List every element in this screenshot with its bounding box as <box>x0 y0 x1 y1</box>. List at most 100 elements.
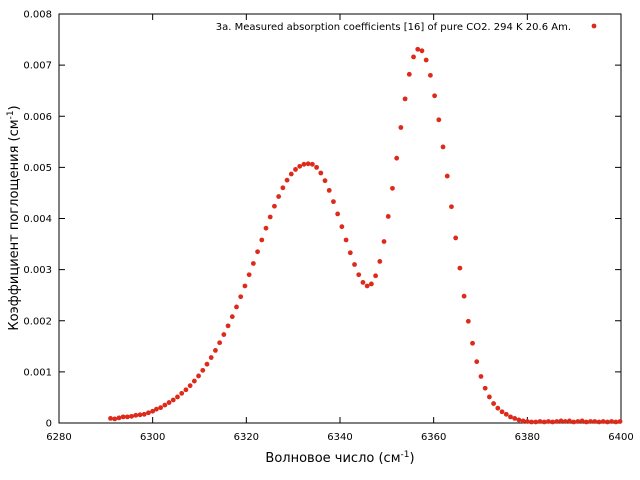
y-tick-label: 0.005 <box>23 163 52 174</box>
data-point <box>158 405 164 411</box>
data-point <box>187 383 193 389</box>
data-point <box>267 214 273 220</box>
data-point <box>364 283 370 289</box>
data-point <box>449 204 454 210</box>
data-point <box>373 273 378 279</box>
data-point <box>487 394 492 400</box>
x-tick-label: 6400 <box>608 432 633 443</box>
data-point <box>162 402 168 408</box>
y-axis-ticks: 0 0.001 0.002 0.003 0.004 0.005 0.006 0.007 0.00… <box>23 10 621 430</box>
data-point <box>170 397 176 403</box>
data-point <box>571 419 577 425</box>
data-point <box>280 185 286 191</box>
data-point <box>137 412 143 418</box>
data-point <box>272 203 277 209</box>
x-tick-label: 6380 <box>515 432 540 443</box>
data-point <box>596 419 602 425</box>
legend: 3a. Measured absorption coefficients [16… <box>216 22 597 33</box>
data-point <box>520 418 526 424</box>
data-point <box>150 408 156 414</box>
data-point <box>221 332 227 337</box>
data-point <box>259 237 265 243</box>
data-point <box>427 72 433 78</box>
y-tick-label: 0.006 <box>23 112 52 123</box>
data-point <box>166 400 172 405</box>
data-point <box>263 225 269 231</box>
data-point <box>398 125 404 130</box>
data-point <box>491 401 497 406</box>
data-point <box>444 173 450 179</box>
data-point <box>567 418 572 424</box>
data-point <box>385 214 391 219</box>
data-point <box>503 411 509 417</box>
legend-label: 3a. Measured absorption coefficients [16… <box>216 22 571 33</box>
data-point <box>381 239 387 244</box>
data-point <box>360 280 366 285</box>
data-point <box>331 199 336 205</box>
data-point <box>129 413 134 419</box>
data-point <box>613 419 619 425</box>
data-point <box>343 237 349 243</box>
data-point <box>196 373 201 379</box>
data-point <box>474 359 480 365</box>
data-point <box>406 71 412 77</box>
data-point <box>318 170 324 176</box>
data-point <box>293 167 298 172</box>
data-point <box>339 224 345 230</box>
data-point <box>423 57 429 63</box>
y-tick-label: 0.004 <box>23 214 52 225</box>
data-point <box>533 419 539 425</box>
data-point <box>499 409 505 415</box>
x-tick-label: 6300 <box>140 432 165 443</box>
data-point <box>508 414 513 420</box>
data-point <box>108 416 113 421</box>
data-point <box>436 117 442 123</box>
y-tick-label: 0.008 <box>23 10 52 21</box>
data-point <box>183 387 189 393</box>
data-point <box>440 144 446 150</box>
y-tick-label: 0.007 <box>23 61 52 72</box>
data-point <box>478 374 484 379</box>
data-point <box>368 281 374 287</box>
plot-frame <box>58 13 622 424</box>
y-tick-label: 0.002 <box>23 316 52 327</box>
data-point <box>179 390 185 396</box>
data-point <box>141 411 147 417</box>
y-tick-label: 0.001 <box>23 367 52 378</box>
data-point <box>512 416 518 421</box>
legend-marker <box>591 23 597 29</box>
data-point <box>116 415 122 421</box>
data-point <box>255 249 260 255</box>
data-point <box>529 419 534 425</box>
data-point <box>470 340 475 346</box>
y-tick-label: 0 <box>46 419 52 430</box>
y-axis-label: Коэффициент поглощения (см-1) <box>6 105 22 330</box>
data-point <box>322 178 328 184</box>
data-point <box>461 293 467 299</box>
x-axis-ticks: 6280 6300 6320 6340 6360 6380 6400 <box>46 14 634 443</box>
x-tick-label: 6340 <box>327 432 352 443</box>
data-point <box>524 419 530 424</box>
data-point <box>112 416 118 422</box>
x-tick-label: 6320 <box>234 432 259 443</box>
data-point <box>191 378 197 384</box>
data-point <box>537 419 543 424</box>
data-point <box>394 155 400 161</box>
data-point <box>133 412 139 418</box>
data-point <box>238 294 244 300</box>
data-point <box>229 314 235 320</box>
data-point <box>554 419 560 424</box>
data-point <box>550 419 556 425</box>
data-point <box>592 419 598 424</box>
data-point <box>415 46 421 52</box>
data-point <box>242 283 248 289</box>
data-point <box>419 48 425 54</box>
data-point <box>575 419 581 424</box>
x-axis-label: Волновое число (см-1) <box>265 450 414 466</box>
data-point <box>411 54 416 60</box>
data-point <box>146 410 151 416</box>
data-point <box>250 261 256 266</box>
data-point <box>453 235 459 241</box>
data-point <box>305 161 311 167</box>
data-point <box>208 355 214 360</box>
